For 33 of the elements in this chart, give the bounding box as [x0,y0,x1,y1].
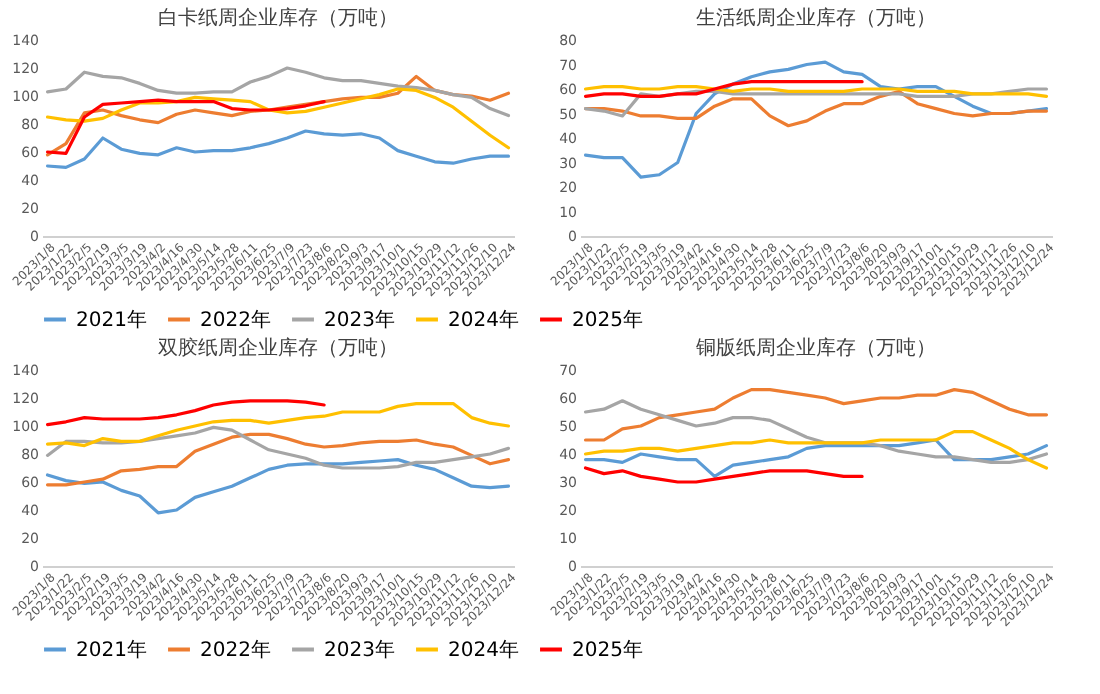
legend-label: 2023年 [324,307,395,332]
line-series [45,425,511,470]
line-series [45,402,511,448]
chart-title: 白卡纸周企业库存（万吨） [158,6,398,30]
chart-title: 双胶纸周企业库存（万吨） [158,336,398,360]
legend-label: 2025年 [572,307,643,332]
line-series [583,438,1049,478]
line-series [583,430,1049,470]
legend-label: 2021年 [76,637,147,662]
legend-label: 2022年 [200,637,271,662]
legend-label: 2024年 [448,307,519,332]
line-series [583,87,1049,118]
line-series [583,89,1049,128]
line-series [45,66,511,118]
line-series [583,60,1049,179]
chart-title: 铜版纸周企业库存（万吨） [694,336,936,360]
chart-title: 生活纸周企业库存（万吨） [696,6,936,30]
line-series [45,74,511,157]
line-series [583,399,1049,464]
legend-label: 2024年 [448,637,519,662]
line-series [583,80,864,98]
legend-label: 2022年 [200,307,271,332]
line-series [583,388,1049,442]
line-series [45,129,511,169]
line-series [45,87,511,150]
legend-label: 2021年 [76,307,147,332]
line-series [45,458,511,515]
line-series [583,466,864,484]
legend-label: 2025年 [572,637,643,662]
legend-label: 2023年 [324,637,395,662]
line-series [45,399,326,427]
line-series [45,98,326,155]
line-series [45,432,511,487]
